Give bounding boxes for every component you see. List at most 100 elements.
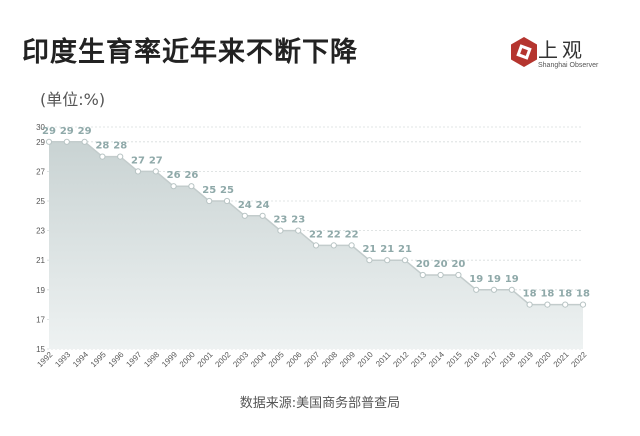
data-label: 29 [42, 126, 56, 137]
data-point [45, 138, 53, 145]
x-tick-label: 1994 [71, 350, 90, 369]
x-tick-label: 2006 [285, 350, 304, 369]
x-tick-label: 2012 [391, 350, 410, 369]
data-label: 20 [416, 259, 430, 270]
data-label: 20 [434, 259, 448, 270]
data-label: 23 [273, 215, 287, 226]
data-label: 19 [505, 274, 519, 285]
data-label: 27 [149, 155, 163, 166]
data-points [45, 138, 587, 308]
data-label: 29 [60, 126, 74, 137]
data-point [312, 242, 320, 249]
data-label: 29 [78, 126, 92, 137]
unit-label: (单位:%) [40, 90, 106, 109]
data-label: 28 [113, 141, 127, 152]
x-tick-label: 2017 [480, 350, 499, 369]
data-label: 26 [184, 170, 198, 181]
data-label: 19 [469, 274, 483, 285]
data-label: 22 [309, 229, 323, 240]
y-axis-ticks: 15 17 19 21 23 25 27 29 30 [36, 123, 45, 354]
data-label: 18 [558, 289, 572, 300]
data-point [223, 197, 231, 205]
data-point [259, 212, 266, 219]
data-point [437, 271, 444, 279]
data-point [419, 271, 426, 279]
x-tick-label: 1993 [53, 350, 72, 369]
x-tick-label: 2016 [463, 350, 482, 369]
data-point [188, 183, 195, 190]
x-tick-label: 1995 [89, 350, 108, 369]
x-tick-label: 2000 [178, 350, 197, 369]
x-tick-label: 1999 [160, 350, 179, 369]
data-point [579, 301, 587, 308]
x-tick-label: 2007 [302, 350, 321, 369]
x-tick-label: 2005 [267, 350, 286, 369]
logo-text: 上观 [538, 38, 586, 62]
x-tick-label: 2004 [249, 350, 268, 369]
x-tick-label: 2013 [409, 350, 428, 369]
data-point [277, 227, 284, 234]
data-point [117, 153, 124, 160]
data-label: 25 [220, 185, 234, 196]
x-tick-label: 2019 [516, 350, 535, 369]
x-tick-label: 2002 [213, 350, 232, 369]
shanghai-observer-logo-icon [511, 37, 537, 67]
data-point [330, 242, 337, 249]
data-label: 22 [345, 229, 359, 240]
y-tick-label: 27 [36, 167, 45, 176]
data-label: 24 [238, 200, 252, 211]
x-tick-label: 2001 [196, 350, 215, 369]
data-point [295, 227, 302, 234]
data-point [152, 168, 159, 175]
data-point [206, 197, 213, 205]
data-label: 20 [451, 259, 465, 270]
data-label: 19 [487, 274, 501, 285]
y-tick-label: 19 [36, 286, 45, 295]
data-label: 28 [95, 141, 109, 152]
data-label: 18 [576, 289, 590, 300]
y-tick-label: 29 [36, 138, 45, 147]
data-point [490, 286, 498, 293]
y-tick-label: 21 [36, 256, 45, 265]
data-point [170, 183, 177, 190]
data-label: 18 [523, 289, 537, 300]
x-tick-label: 2014 [427, 350, 446, 369]
x-tick-label: 2015 [445, 350, 464, 369]
data-point [384, 257, 391, 264]
data-label: 25 [202, 185, 216, 196]
data-label: 18 [540, 289, 554, 300]
data-label: 26 [167, 170, 181, 181]
x-tick-label: 2009 [338, 350, 357, 369]
x-tick-label: 1997 [124, 350, 143, 369]
data-point [455, 271, 462, 279]
data-label: 22 [327, 229, 341, 240]
data-label: 21 [362, 244, 376, 255]
data-point [473, 286, 480, 293]
data-point [99, 153, 106, 160]
x-tick-label: 2003 [231, 350, 250, 369]
data-point [63, 138, 70, 145]
x-tick-label: 2020 [534, 350, 553, 369]
chart-title: 印度生育率近年来不断下降 [22, 37, 358, 68]
x-tick-label: 1996 [107, 350, 126, 369]
data-point [241, 212, 248, 219]
y-tick-label: 15 [36, 345, 45, 354]
data-label: 23 [291, 215, 305, 226]
data-point [134, 168, 142, 175]
y-tick-label: 17 [36, 315, 45, 324]
x-tick-label: 2021 [552, 350, 571, 369]
data-point [508, 286, 515, 293]
data-point [526, 301, 533, 308]
data-label: 21 [398, 244, 412, 255]
data-point [544, 301, 551, 308]
logo-subtitle: Shanghai Observer [538, 62, 599, 69]
x-tick-label: 2011 [374, 350, 393, 369]
data-label: 21 [380, 244, 394, 255]
data-label: 27 [131, 155, 145, 166]
x-tick-label: 2018 [498, 350, 517, 369]
y-tick-label: 23 [36, 227, 45, 236]
x-tick-label: 2010 [356, 350, 375, 369]
data-point [366, 257, 373, 264]
